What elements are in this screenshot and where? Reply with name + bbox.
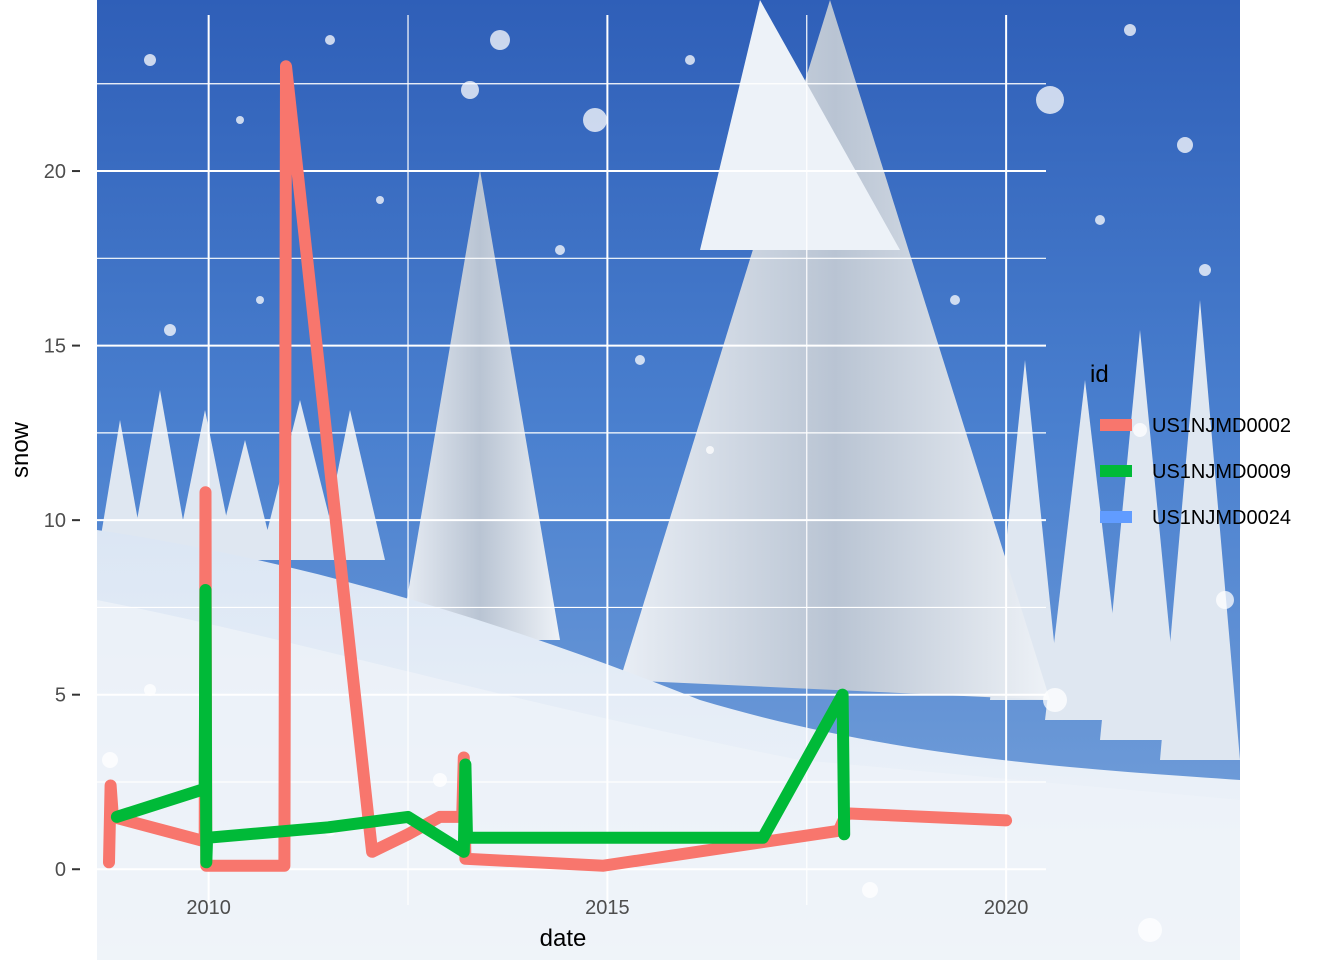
y-tick-label: 5 bbox=[55, 685, 66, 707]
series-line-US1NJMD0009 bbox=[110, 584, 851, 869]
y-axis: 0 5 10 15 20 bbox=[44, 161, 80, 881]
series-lines bbox=[103, 60, 1013, 872]
x-axis: 2010 2015 2020 bbox=[186, 897, 1028, 919]
y-axis-title: snow bbox=[7, 421, 34, 478]
x-tick-label: 2015 bbox=[585, 897, 630, 919]
legend: id US1NJMD0002 US1NJMD0009 US1NJMD0024 bbox=[1090, 361, 1291, 529]
y-tick-label: 10 bbox=[44, 510, 66, 532]
x-tick-label: 2010 bbox=[186, 897, 231, 919]
y-tick-label: 15 bbox=[44, 336, 66, 358]
background-photo bbox=[97, 0, 1240, 960]
x-axis-title: date bbox=[540, 925, 587, 952]
legend-label: US1NJMD0009 bbox=[1152, 461, 1291, 483]
legend-title: id bbox=[1090, 361, 1109, 388]
legend-label: US1NJMD0024 bbox=[1152, 507, 1291, 529]
legend-label: US1NJMD0002 bbox=[1152, 415, 1291, 437]
y-tick-label: 20 bbox=[44, 161, 66, 183]
series-line-US1NJMD0002 bbox=[103, 60, 1013, 872]
x-tick-label: 2020 bbox=[984, 897, 1029, 919]
y-tick-label: 0 bbox=[55, 859, 66, 881]
